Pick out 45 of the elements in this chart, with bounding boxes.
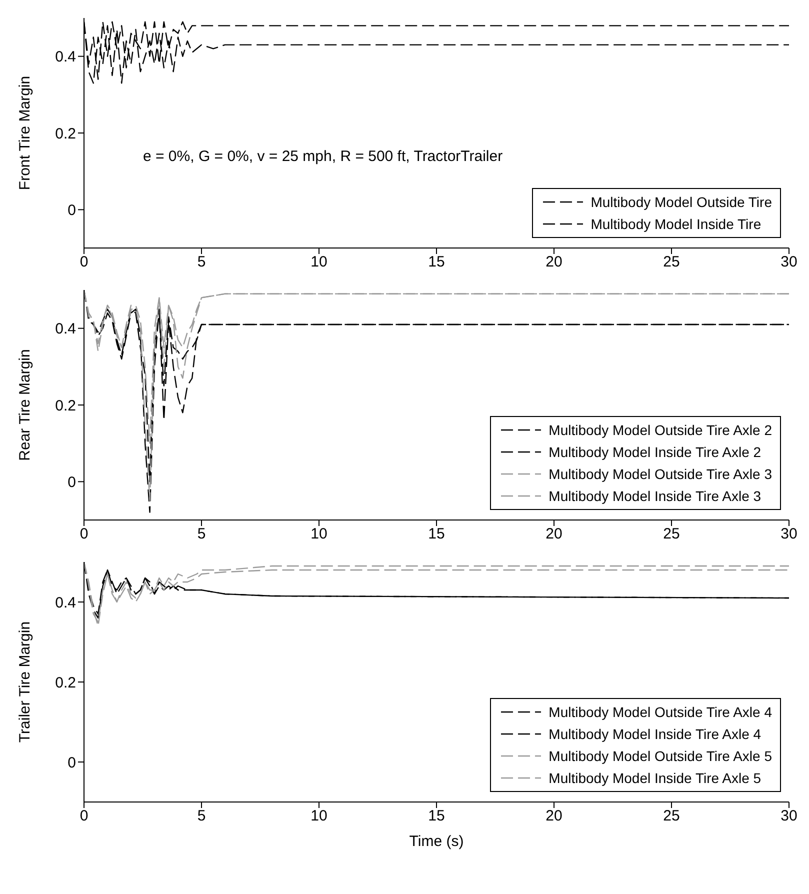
y-tick-label: 0.2	[55, 674, 76, 692]
x-tick-label: 25	[663, 254, 680, 271]
x-tick-label: 5	[197, 808, 206, 825]
y-tick-label: 0.2	[55, 125, 76, 142]
x-axis-title: Time (s)	[409, 833, 464, 850]
x-tick-label: 15	[428, 808, 445, 825]
x-tick-label: 10	[310, 526, 328, 543]
x-tick-label: 20	[546, 808, 562, 825]
legend-label: Multibody Model Inside Tire Axle 4	[548, 726, 762, 742]
x-tick-label: 30	[780, 808, 798, 825]
y-tick-label: 0	[68, 754, 76, 772]
legend-label: Multibody Model Inside Tire Axle 3	[548, 488, 762, 504]
x-tick-label: 0	[80, 808, 88, 825]
x-tick-label: 15	[428, 526, 445, 543]
legend-label: Multibody Model Outside Tire	[590, 194, 772, 210]
x-tick-label: 10	[310, 808, 328, 825]
y-axis-title: Rear Tire Margin	[16, 349, 34, 461]
y-tick-label: 0.4	[55, 48, 76, 66]
x-tick-label: 30	[780, 254, 798, 271]
x-tick-label: 5	[197, 254, 206, 271]
legend-label: Multibody Model Inside Tire	[590, 216, 762, 232]
legend-label: Multibody Model Outside Tire Axle 5	[548, 748, 772, 764]
y-tick-label: 0	[68, 202, 76, 219]
y-tick-label: 0.4	[55, 594, 76, 612]
x-tick-label: 20	[546, 254, 562, 271]
x-tick-label: 15	[428, 254, 445, 271]
y-axis-title: Trailer Tire Margin	[16, 621, 34, 743]
x-tick-label: 0	[80, 254, 88, 271]
x-tick-label: 10	[310, 254, 328, 271]
legend-label: Multibody Model Inside Tire Axle 2	[548, 444, 762, 460]
legend-label: Multibody Model Outside Tire Axle 2	[548, 422, 772, 438]
x-tick-label: 25	[663, 526, 680, 543]
x-tick-label: 25	[663, 808, 680, 825]
legend-label: Multibody Model Outside Tire Axle 4	[548, 704, 772, 720]
x-tick-label: 5	[197, 526, 206, 543]
x-tick-label: 0	[80, 526, 88, 543]
x-tick-label: 30	[780, 526, 798, 543]
y-tick-label: 0.2	[55, 397, 76, 414]
x-tick-label: 20	[546, 526, 562, 543]
y-axis-title: Front Tire Margin	[16, 76, 34, 190]
y-tick-label: 0	[68, 474, 76, 491]
legend-label: Multibody Model Inside Tire Axle 5	[548, 770, 762, 786]
annotation: e = 0%, G = 0%, v = 25 mph, R = 500 ft, TractorTrailer	[143, 148, 503, 165]
legend-label: Multibody Model Outside Tire Axle 3	[548, 466, 772, 482]
y-tick-label: 0.4	[55, 320, 76, 338]
